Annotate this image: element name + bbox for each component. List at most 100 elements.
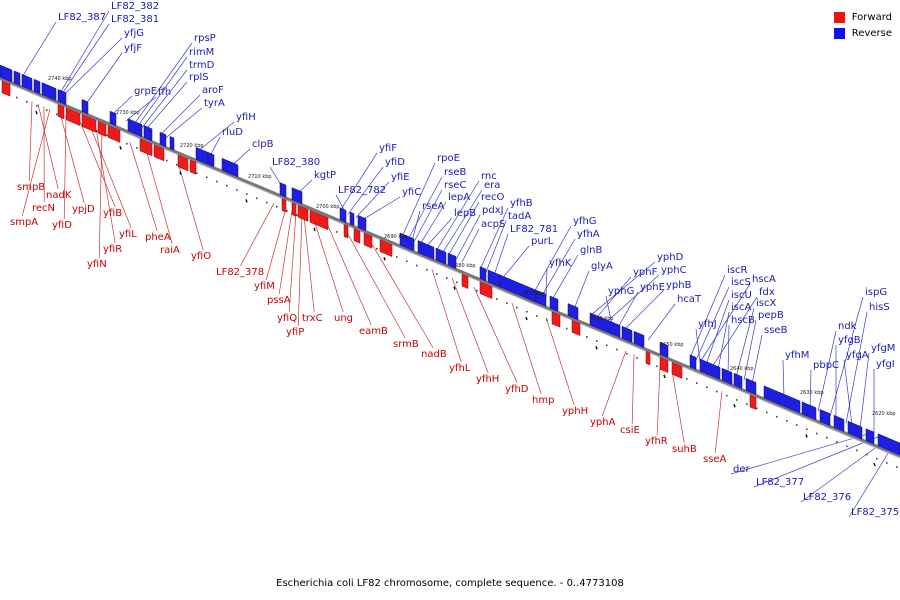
label-connectors	[21, 10, 895, 518]
gene-block	[363, 232, 373, 249]
tick-dot	[226, 184, 228, 187]
tick-mark	[805, 434, 808, 438]
gene-label-iscs: iscS	[731, 277, 751, 288]
tick-dot	[806, 428, 808, 431]
connector-tada	[485, 220, 507, 273]
gene-block	[461, 273, 469, 289]
tick-dot	[546, 319, 548, 321]
gene-block	[81, 99, 89, 115]
gene-label-arof: aroF	[202, 85, 224, 96]
gene-label-ssea: sseA	[703, 454, 727, 465]
gene-label-yfic: yfiC	[402, 187, 421, 198]
gene-label-iscr: iscR	[727, 265, 747, 276]
connector-reco	[447, 201, 480, 257]
gene-label-ndk: ndk	[838, 321, 857, 332]
connector-yfie	[355, 181, 390, 218]
tick-dot	[426, 268, 428, 271]
tick-mark	[595, 346, 598, 350]
connector-yphf	[595, 276, 632, 319]
tick-dot	[586, 336, 588, 338]
gene-block	[567, 303, 579, 321]
gene-block	[0, 64, 13, 83]
tick-dot	[16, 96, 18, 99]
tick-dot	[656, 365, 658, 368]
tick-dot	[266, 201, 268, 204]
gene-label-iscx: iscX	[756, 298, 776, 309]
tick-mark	[383, 257, 386, 261]
gene-label-yfjg: yfjG	[124, 28, 144, 39]
gene-label-smpa: smpA	[10, 217, 38, 228]
gene-label-yfhb: yfhB	[510, 198, 533, 209]
gene-block	[33, 78, 41, 95]
gene-label-hcat: hcaT	[677, 294, 702, 305]
connector-hscb	[727, 324, 730, 374]
gene-label-rpsp: rpsP	[194, 33, 216, 44]
gene-block	[1, 80, 11, 97]
connector-yfiq	[288, 212, 297, 313]
tick-dot	[176, 163, 178, 166]
gene-label-yfif: yfiF	[379, 143, 397, 154]
tick-dot	[886, 462, 888, 464]
connector-yphg	[605, 295, 613, 326]
gene-label-yfga: yfgA	[846, 350, 869, 361]
connector-acps	[461, 228, 480, 263]
connector-ypjd	[59, 113, 85, 204]
tick-dot	[846, 445, 848, 447]
connector-yfhm	[782, 359, 785, 398]
gene-block	[109, 110, 117, 127]
connector-fdx	[711, 296, 758, 368]
gene-label-yphc: yphC	[661, 265, 687, 276]
gene-label-yfim: yfiM	[254, 281, 275, 292]
connector-nadb	[371, 244, 434, 349]
connector-iscs	[695, 286, 730, 361]
connector-hsca	[699, 283, 751, 363]
connector-srmb	[347, 233, 406, 339]
connector-iscr	[689, 274, 726, 358]
gene-block	[291, 202, 297, 217]
forward-swatch	[833, 11, 845, 23]
gene-block	[801, 401, 817, 421]
gene-block	[279, 182, 287, 198]
connector-smpb	[28, 101, 33, 182]
connector-yfic	[361, 196, 401, 221]
gene-label-yfhm: yfhM	[785, 350, 809, 361]
tick-label: 2730 kbp	[116, 110, 140, 116]
tick-mark	[119, 146, 122, 150]
gene-label-tada: tadA	[508, 211, 531, 222]
connector-yfib	[79, 121, 116, 208]
gene-label-yfhk: yfhK	[549, 258, 572, 269]
connector-ung	[313, 219, 344, 313]
connector-yfif	[339, 152, 378, 211]
gene-block	[699, 358, 721, 380]
gene-block	[689, 354, 697, 370]
tick-label: 2710 kbp	[248, 174, 272, 180]
tick-mark	[179, 171, 182, 175]
connector-raia	[145, 149, 173, 245]
gene-label-yfiq: yfiQ	[277, 313, 297, 324]
tick-label: 2670 kbp	[522, 291, 546, 297]
tick-dot	[436, 273, 438, 275]
connector-yfid	[63, 115, 67, 220]
gene-block	[763, 385, 801, 414]
tick-mark	[35, 110, 38, 115]
connector-yfhh	[451, 277, 489, 374]
gene-block	[281, 198, 287, 213]
connector-ndk	[817, 330, 837, 412]
connector-yfhr	[656, 365, 661, 436]
connector-ssea	[714, 391, 723, 454]
tick-dot	[126, 142, 128, 145]
gene-label-rsea: rseA	[422, 201, 444, 212]
tick-dot	[286, 210, 288, 212]
gene-label-yfgi: yfgI	[876, 359, 895, 370]
gene-block	[479, 281, 493, 300]
tick-dot	[736, 399, 738, 401]
gene-label-pssa: pssA	[267, 295, 291, 306]
gene-label-lf82_782: LF82_782	[338, 185, 386, 196]
connector-yphb	[623, 289, 665, 331]
connector-yfhj	[695, 328, 701, 363]
connector-lepb	[425, 217, 453, 248]
connector-lf82_382	[59, 10, 110, 94]
connector-yfio	[177, 162, 204, 251]
gene-block	[399, 232, 415, 252]
gene-label-rimm: rimM	[189, 47, 214, 58]
